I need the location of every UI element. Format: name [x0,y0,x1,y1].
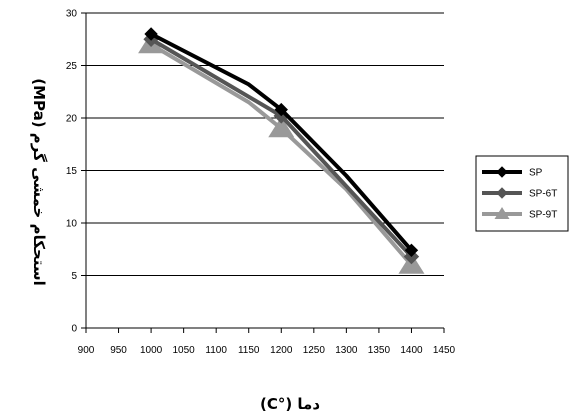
y-tick-label: 30 [66,9,78,20]
x-tick-labels: 900 950 1000 1050 1100 1150 1200 1250 1300 1350 14… [78,345,456,356]
y-tick-label: 15 [66,166,78,177]
series-line [150,37,413,258]
y-axis-title: استحکام خمشی گرم (MPa) [30,78,48,286]
gridlines [86,12,444,276]
legend-label: SP-9T [529,210,557,221]
data-point-triangle [494,207,510,219]
x-tick-label: 1250 [303,345,326,356]
y-tick-label: 0 [71,324,77,335]
x-tick-label: 1150 [238,345,260,356]
data-point-diamond [496,187,508,199]
x-tick-label: 1100 [205,345,227,356]
x-tick-label: 950 [110,345,127,356]
x-tick-label: 1000 [140,345,163,356]
legend-item-sp-6t: SP-6T [482,187,557,200]
y-tick-label: 10 [66,219,78,230]
legend-item-sp-9t: SP-9T [482,207,557,221]
x-tick-label: 1050 [173,345,196,356]
y-tick-label: 25 [66,61,78,72]
y-tick-labels: 0 5 10 15 20 25 30 [66,9,78,335]
x-tick-label: 900 [78,345,95,356]
legend-label: SP [529,168,543,179]
series-lines [138,27,425,274]
x-axis-title: دما (°C) [260,395,320,413]
x-tick-label: 1400 [400,345,423,356]
y-tick-label: 5 [71,271,77,282]
data-point-triangle [268,116,295,138]
x-tick-label: 1450 [433,345,456,356]
x-tick-label: 1350 [368,345,391,356]
series-line [150,42,413,267]
axes [81,12,445,333]
x-tick-label: 1300 [335,345,358,356]
data-point-diamond [404,243,419,258]
series-sp [144,27,419,258]
data-point-diamond [496,166,508,178]
y-tick-label: 20 [66,114,78,125]
series-sp-9t [138,32,425,274]
data-point-diamond [144,27,158,41]
data-point-diamond [274,102,288,117]
legend: SP SP-6T SP-9T [475,155,569,232]
legend-label: SP-6T [529,189,557,200]
legend-item-sp: SP [482,166,543,179]
x-tick-label: 1200 [270,345,293,356]
